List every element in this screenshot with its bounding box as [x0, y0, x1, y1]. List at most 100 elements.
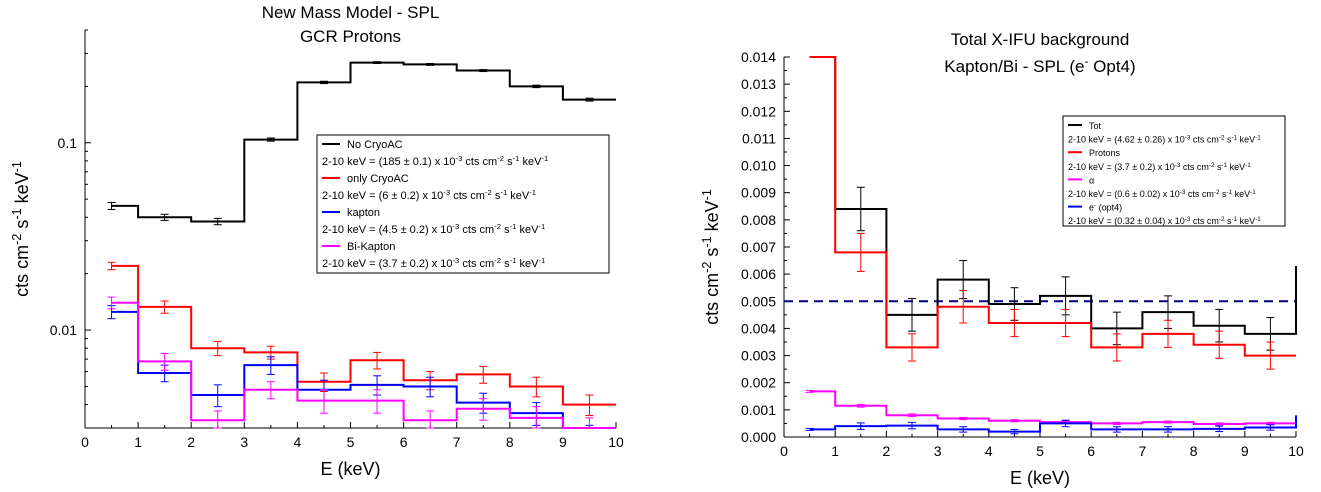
text-run: -3 [1185, 216, 1191, 223]
y-tick-label: 0.012 [741, 103, 776, 119]
text-run: cts cm [1185, 189, 1214, 199]
text-run: s [1219, 189, 1227, 199]
text-run: -1 [541, 154, 548, 163]
chart-subtitle: Kapton/Bi - SPL (e- Opt4) [944, 54, 1135, 76]
series-line [809, 415, 1297, 433]
text-run: Protons [1089, 148, 1121, 158]
legend-stat: 2-10 keV = (4.5 ± 0.2) x 10-3 cts cm-2 s… [322, 222, 545, 237]
text-run: s [501, 258, 510, 270]
x-tick-label: 1 [831, 443, 839, 459]
series-3 [805, 389, 1296, 426]
y-tick-label: 0.001 [741, 402, 776, 418]
text-run: cts cm [459, 258, 494, 270]
text-run: -3 [452, 222, 459, 231]
legend-label: Protons [1089, 148, 1121, 158]
text-run: s [1214, 162, 1222, 172]
text-run: 2-10 keV = (3.7 ± 0.2) x 10 [322, 258, 452, 270]
text-run: 2-10 keV = (185 ± 0.1) x 10 [322, 156, 456, 168]
x-tick-label: 3 [934, 443, 942, 459]
legend-label: e- (opt4) [1089, 202, 1122, 213]
text-run: -1 [1232, 134, 1238, 141]
text-run: Kapton/Bi - SPL (e [944, 57, 1084, 76]
text-run: -1 [10, 161, 24, 172]
text-run: s [702, 248, 722, 262]
series-line [809, 56, 1297, 335]
text-run: -3 [452, 256, 459, 265]
y-tick-label: 0.009 [741, 185, 776, 201]
text-run: cts cm [462, 156, 497, 168]
text-run: s [12, 220, 32, 234]
text-run: cts cm [702, 273, 722, 325]
text-run: only CryoAC [347, 173, 409, 185]
text-run: keV [1237, 216, 1255, 226]
x-tick-label: 3 [240, 434, 248, 450]
text-run: -1 [538, 222, 545, 231]
text-run: keV [519, 156, 542, 168]
series-2 [107, 261, 616, 416]
text-run: -1 [1221, 161, 1227, 168]
y-tick-label: 0.005 [741, 293, 776, 309]
x-tick-label: 9 [1241, 443, 1249, 459]
x-tick-label: 2 [187, 434, 195, 450]
text-run: - [1094, 202, 1096, 209]
text-run: -1 [1255, 216, 1261, 223]
x-tick-label: 5 [1036, 443, 1044, 459]
text-run: - [1084, 54, 1088, 68]
legend-label: Tot [1089, 121, 1102, 131]
text-run: -1 [1245, 161, 1251, 168]
text-run: -1 [1227, 189, 1233, 196]
legend: Tot 2-10 keV = (4.62 ± 0.26) x 10-3 cts c… [1062, 115, 1286, 227]
y-tick-label: 0.014 [741, 49, 776, 65]
text-run: s [492, 190, 501, 202]
text-run: -2 [497, 154, 504, 163]
text-run: -2 [700, 262, 714, 273]
y-tick-label: 0.002 [741, 375, 776, 391]
text-run: kapton [347, 207, 380, 219]
series-4 [805, 415, 1297, 435]
y-axis-label: cts cm-2 s-1 keV-1 [10, 161, 32, 297]
series-line [809, 390, 1296, 425]
y-tick-label: 0.003 [741, 348, 776, 364]
text-run: -2 [1214, 189, 1220, 196]
legend-label: No CryoAC [347, 139, 403, 151]
legend-box [1062, 115, 1286, 227]
text-run: -1 [1232, 216, 1238, 223]
text-run: GCR Protons [300, 27, 401, 46]
text-run: -2 [485, 188, 492, 197]
text-run: cts cm [12, 245, 32, 297]
x-tick-label: 7 [1139, 443, 1147, 459]
y-tick-label: 0.008 [741, 212, 776, 228]
text-run: -3 [1185, 134, 1191, 141]
text-run: No CryoAC [347, 139, 403, 151]
text-run: -2 [1219, 216, 1225, 223]
x-tick-label: 8 [506, 434, 514, 450]
y-tick-label: 0.011 [742, 130, 776, 146]
text-run: cts cm [1190, 216, 1219, 226]
text-run: keV [1232, 189, 1250, 199]
text-run: cts cm [450, 190, 485, 202]
text-run: cts cm [1180, 162, 1209, 172]
series-line [111, 264, 616, 406]
text-run: 2-10 keV = (0.32 ± 0.04) x 10 [1068, 216, 1185, 226]
text-run: keV [516, 224, 539, 236]
text-run: -1 [510, 256, 517, 265]
text-run: (opt4) [1096, 203, 1122, 213]
series-2 [809, 56, 1296, 370]
text-run: -1 [538, 256, 545, 265]
chart-title: New Mass Model - SPL [262, 3, 440, 22]
text-run: 2-10 keV = (3.7 ± 0.2) x 10 [1068, 162, 1175, 172]
legend-stat: 2-10 keV = (4.62 ± 0.26) x 10-3 cts cm-2… [1068, 134, 1261, 145]
x-tick-label: 2 [883, 443, 891, 459]
legend-box [316, 134, 610, 274]
series-line [111, 310, 616, 429]
text-run: s [1224, 216, 1232, 226]
text-run: -3 [456, 154, 463, 163]
text-run: 2-10 keV = (6 ± 0.2) x 10 [322, 190, 443, 202]
series-line [111, 61, 616, 223]
text-run: s [501, 224, 510, 236]
y-tick-label: 0.007 [741, 239, 776, 255]
legend-label: α [1089, 175, 1094, 185]
text-run: Tot [1089, 121, 1102, 131]
legend-label: only CryoAC [347, 173, 409, 185]
